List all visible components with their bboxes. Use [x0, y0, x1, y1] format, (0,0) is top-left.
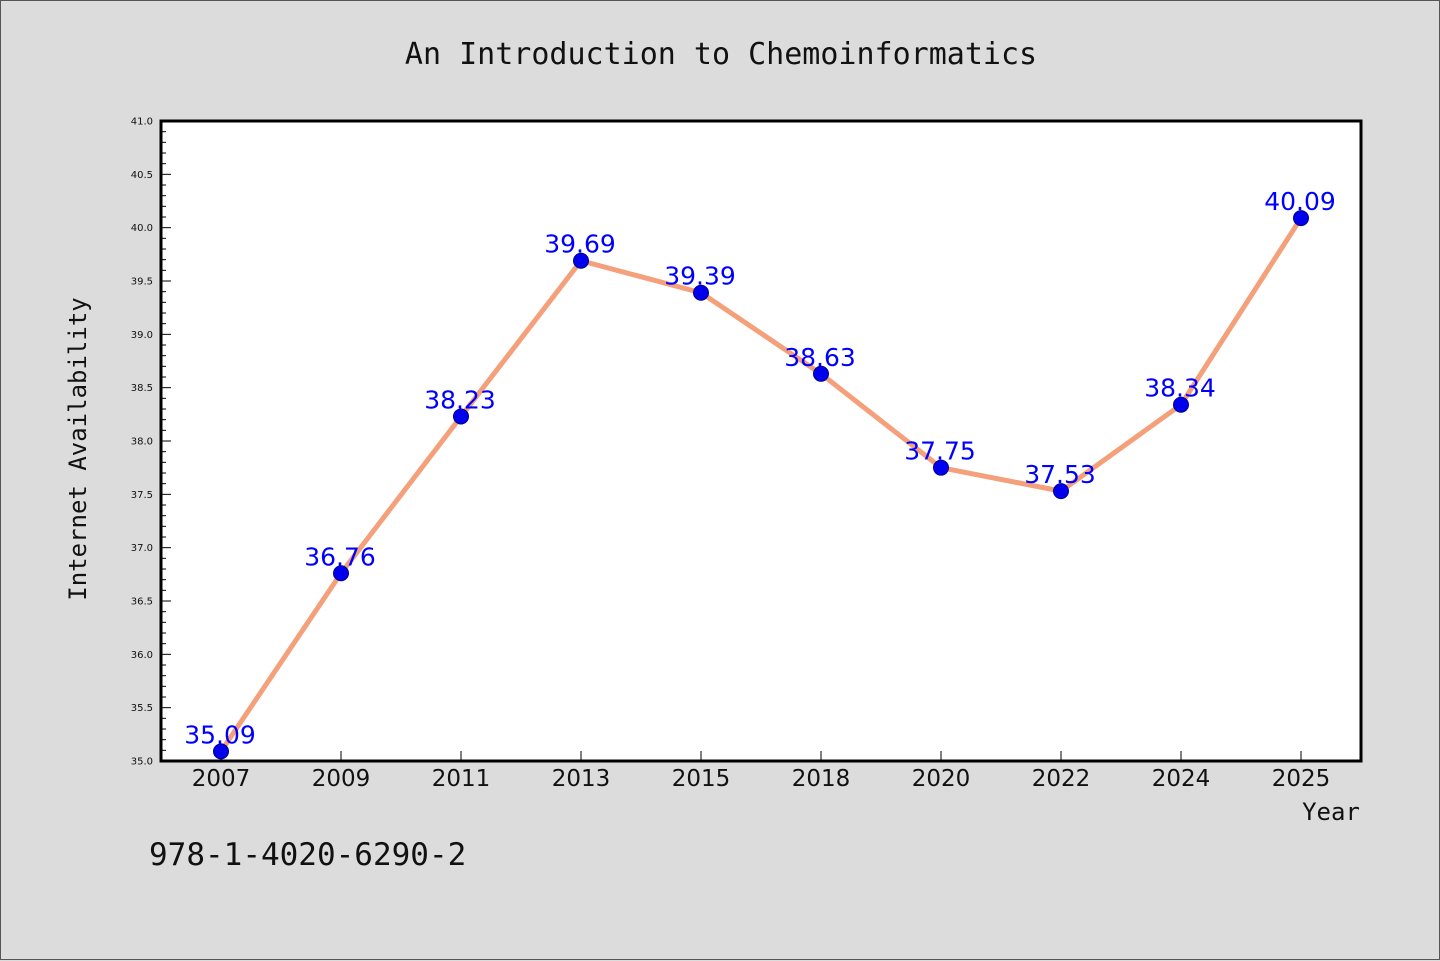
- x-tick-label: 2024: [1152, 766, 1211, 792]
- y-axis-label: Internet Availability: [64, 297, 92, 600]
- data-point: [333, 565, 349, 582]
- y-tick-label: 35.5: [131, 703, 153, 714]
- x-tick-label: 2013: [552, 766, 611, 792]
- data-point: [213, 743, 229, 760]
- y-tick-label: 38.0: [131, 437, 153, 448]
- y-tick-label: 35.0: [131, 757, 153, 768]
- x-tick-label: 2018: [792, 766, 851, 792]
- data-point: [1293, 210, 1309, 227]
- y-axis-ticks: 35.0 35.5 36.0 36.5 37.0 37.5 38.0 38.5 39.0 39.5…: [131, 117, 171, 768]
- x-tick-label: 2011: [432, 766, 491, 792]
- x-tick-label: 2022: [1032, 766, 1091, 792]
- y-tick-label: 39.5: [131, 277, 153, 288]
- plot-frame: [159, 119, 1363, 763]
- y-tick-label: 40.5: [131, 170, 153, 181]
- y-tick-label: 36.5: [131, 597, 153, 608]
- y-tick-label: 38.5: [131, 383, 153, 394]
- data-point: [1053, 483, 1069, 500]
- chart-title: An Introduction to Chemoinformatics: [405, 37, 1037, 72]
- data-point: [813, 365, 829, 382]
- y-tick-label: 39.0: [131, 330, 153, 341]
- x-axis-label: Year: [1302, 798, 1360, 826]
- x-tick-label: 2007: [192, 766, 251, 792]
- data-point: [933, 459, 949, 476]
- y-tick-label: 41.0: [131, 117, 153, 128]
- data-point: [693, 284, 709, 301]
- data-point: [453, 408, 469, 425]
- x-tick-label: 2020: [912, 766, 971, 792]
- x-tick-label: 2025: [1272, 766, 1331, 792]
- y-tick-label: 36.0: [131, 650, 153, 661]
- data-point: [1173, 396, 1189, 413]
- x-axis-ticks: 2007 2009 2011 2013 2015 2018 2020 2022 2024 2025: [192, 751, 1331, 792]
- footer-code: 978-1-4020-6290-2: [149, 837, 466, 873]
- series-line: [218, 215, 1304, 754]
- y-tick-label: 37.5: [131, 490, 153, 501]
- data-point: [573, 252, 589, 269]
- y-tick-label: 37.0: [131, 543, 153, 554]
- x-tick-label: 2009: [312, 766, 371, 792]
- x-tick-label: 2015: [672, 766, 731, 792]
- y-tick-label: 40.0: [131, 223, 153, 234]
- plot-area: [161, 121, 1361, 761]
- data-series: 35.0936.7638.2339.6939.3938.6337.7537.53…: [184, 187, 1336, 760]
